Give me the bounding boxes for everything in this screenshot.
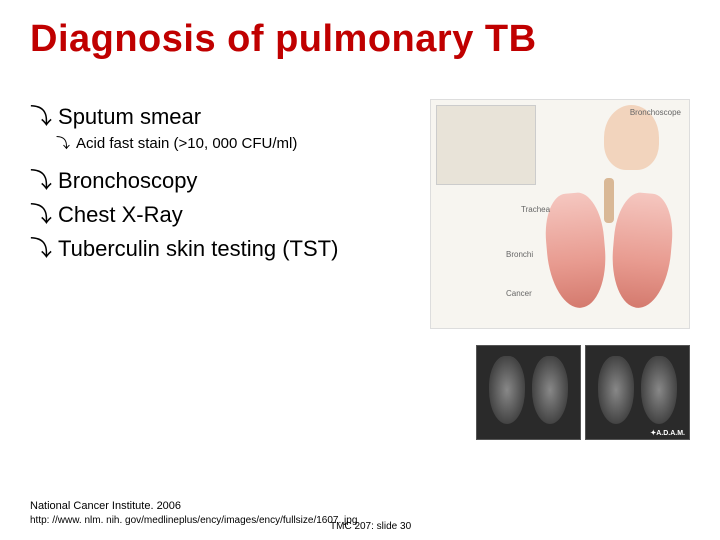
xray-lung-shape — [641, 356, 677, 424]
bullet-icon: ⤵ — [30, 163, 52, 195]
bullet-icon: ⤵ — [30, 197, 52, 229]
anatomy-diagram: Bronchoscope Trachea Bronchi Cancer — [430, 99, 690, 329]
slide-title: Diagnosis of pulmonary TB — [0, 0, 720, 69]
lungs-illustration — [539, 178, 679, 318]
bullet-icon: ⤵ — [30, 99, 52, 131]
bullet-item: ⤵Bronchoscopy — [30, 163, 420, 195]
xray-lung-shape — [489, 356, 525, 424]
xray-lung-shape — [598, 356, 634, 424]
slide-number: TMC 207: slide 30 — [330, 521, 411, 532]
bullet-item: ⤵Tuberculin skin testing (TST) — [30, 231, 420, 263]
chest-xray-2: ✦A.D.A.M. — [585, 345, 690, 440]
label-trachea: Trachea — [521, 205, 550, 214]
trachea-shape — [604, 178, 614, 223]
content-area: ⤵Sputum smear ⤵Acid fast stain (>10, 000… — [0, 69, 720, 440]
procedure-inset — [436, 105, 536, 185]
bullet-text: Bronchoscopy — [58, 168, 197, 193]
label-cancer: Cancer — [506, 289, 532, 298]
label-bronchi: Bronchi — [506, 250, 533, 259]
bullet-item: ⤵Sputum smear — [30, 99, 420, 131]
bullet-text: Chest X-Ray — [58, 202, 183, 227]
bullet-list: ⤵Sputum smear ⤵Acid fast stain (>10, 000… — [30, 99, 420, 440]
bullet-item: ⤵Chest X-Ray — [30, 197, 420, 229]
bullet-text: Acid fast stain (>10, 000 CFU/ml) — [76, 135, 297, 152]
bullet-text: Sputum smear — [58, 104, 201, 129]
chest-xray-1 — [476, 345, 581, 440]
right-lung — [608, 191, 676, 311]
bullet-subitem: ⤵ Acid fast stain (>10, 000 CFU/ml) — [56, 133, 420, 153]
bullet-icon: ⤵ — [30, 231, 52, 263]
bullet-text: Tuberculin skin testing (TST) — [58, 236, 338, 261]
image-column: Bronchoscope Trachea Bronchi Cancer ✦A.D… — [420, 99, 700, 440]
credit-text: National Cancer Institute. 2006 — [30, 500, 181, 512]
source-url: http: //www. nlm. nih. gov/medlineplus/e… — [30, 515, 357, 526]
adam-logo: ✦A.D.A.M. — [650, 429, 685, 437]
xray-lung-shape — [532, 356, 568, 424]
left-lung — [542, 191, 610, 311]
label-bronchoscope: Bronchoscope — [630, 108, 681, 117]
xray-row: ✦A.D.A.M. — [476, 345, 690, 440]
bullet-icon: ⤵ — [56, 133, 70, 153]
